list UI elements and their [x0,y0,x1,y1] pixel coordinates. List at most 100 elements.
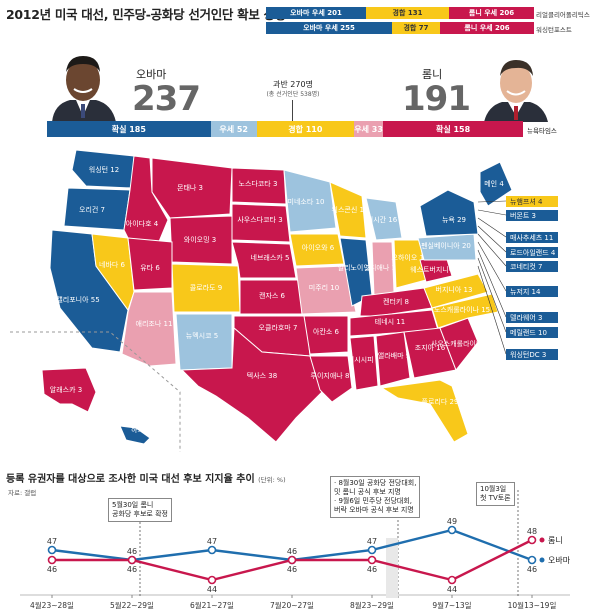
state-label: 몬태나 3 [177,183,203,192]
x-tick-label: 10월13~19일 [508,600,557,610]
data-point [287,555,297,565]
state-shape [419,189,479,237]
data-label: 46 [47,565,57,574]
state-label: 네브래스카 5 [251,253,290,262]
state-label: 네바다 6 [99,260,126,269]
leader-line [477,241,507,292]
state-label: 루이지애나 8 [311,371,350,380]
line-chart-unit: (단위: %) [258,476,286,484]
state-shape [295,265,357,315]
side-label-text: 매사추세츠 11 [510,233,553,242]
state-shape [431,293,499,329]
state-shape [365,197,403,241]
side-label-box [506,286,558,297]
state-shape [423,273,489,309]
side-label-text: 버몬트 3 [510,211,536,220]
legend-source-rcp: 리얼클리어폴리틱스 [536,11,590,19]
side-label-box [506,261,558,272]
state-label: 조지아 16 [415,343,446,352]
side-label-text: 메릴랜드 10 [510,328,547,337]
x-tick-label: 7월20~27일 [270,600,314,610]
us-electoral-map: 워싱턴 12 오리건 7 캘리포니아 55 네바다 6 아이다호 4 몬태나 3 와이오밍 … [10,149,558,452]
side-label-box [506,312,558,323]
data-label: 47 [207,537,217,546]
legend-source-wp: 워싱턴포스트 [536,26,572,34]
state-label: 플로리다 29 [422,397,459,406]
data-point [447,525,457,535]
state-label: 사우스캐롤라이나 9 [431,339,489,348]
annotation-line: 10월3일 [480,485,507,493]
data-label: 46 [127,565,137,574]
state-shape [127,237,173,291]
x-tick-label: 5월22~29일 [110,600,154,610]
state-label: 아이오와 6 [302,243,335,252]
state-shape [349,335,379,391]
state-label: 아칸소 6 [313,327,340,336]
majority-note: 과반 270명 (총 선거인단 538명) [258,80,328,100]
majority-label: 과반 270명 [273,80,313,89]
poll-line-chart: 4월23~28일 5월22~29일 6월21~27일 7월20~27일 8월23~29일… [20,488,571,610]
side-label-text: 뉴햄프셔 4 [510,197,543,206]
state-shape [309,355,353,403]
data-label: 48 [527,527,537,536]
state-shape [380,379,469,443]
data-point [47,545,57,555]
state-label: 미시시피 6 [348,355,381,364]
leader-line [477,249,507,318]
annotation-first-debate: 10월3일 첫 TV토론 [476,482,515,506]
obama-portrait [44,44,122,122]
state-label: 인디애나 11 [364,263,401,272]
state-label: 펜실베이니아 20 [421,241,471,250]
electoral-bar-segment: 우세 33 [353,121,384,137]
state-label: 미시간 16 [367,215,398,224]
data-label: 47 [47,537,57,546]
series-legend-dot [539,537,545,543]
data-label: 44 [447,585,457,594]
series-name-label: 롬니 [548,535,563,545]
side-label-box [506,327,558,338]
state-label: 텍사스 38 [247,371,277,380]
romney-name: 롬니 [422,68,443,81]
line-chart-source: 자료: 갤럽 [8,489,37,497]
majority-subnote: (총 선거인단 538명) [266,91,320,98]
state-shape [289,233,345,267]
x-tick-label: 8월23~29일 [350,600,394,610]
state-label: 노스캐롤라이나 15 [434,305,490,314]
state-shape [479,161,513,207]
data-label: 46 [287,565,297,574]
state-label: 알래스카 3 [50,385,82,394]
annotation-line: · 9월6일 민주당 전당대회, [334,497,412,505]
x-tick-label: 6월21~27일 [190,600,234,610]
legend-seg: 경합 131 [366,7,449,19]
romney-electoral-count: 191 [402,79,471,119]
state-label: 유타 6 [140,263,160,272]
side-label-text: 델라웨어 3 [510,313,542,322]
legend-seg: 오바마 우세 201 [266,7,366,19]
side-label-text: 워싱턴DC 3 [510,350,546,359]
leader-line [477,217,507,238]
series-name-label: 오바마 [548,555,571,565]
x-tick-label: 9월7~13일 [432,600,471,610]
state-label: 미네소타 10 [288,197,325,206]
state-label: 오클라호마 7 [259,323,298,332]
line-chart-title: 등록 유권자를 대상으로 조사한 미국 대선 후보 지지율 추이 (단위: %) [6,470,286,485]
line-chart-title-text: 등록 유권자를 대상으로 조사한 미국 대선 후보 지지율 추이 [6,474,255,485]
side-label-box [506,232,558,243]
data-label: 46 [527,565,537,574]
legend-seg: 롬니 우세 206 [440,22,534,34]
state-label: 일리노이 20 [338,263,375,272]
data-point [367,555,377,565]
annotation-line: 밋 롬니 공식 후보 지명 [334,488,401,496]
state-label: 캔자스 6 [259,291,286,300]
legend-seg: 롬니 우세 206 [449,7,534,19]
state-shape [303,315,349,355]
electoral-vote-bar: 확실 185 우세 52 경합 110 우세 33 확실 158 [47,121,523,137]
state-label: 켄터키 8 [383,297,409,306]
side-label-box [506,196,558,207]
electoral-bar-segment: 우세 52 [210,121,257,137]
state-shape [231,203,291,243]
side-label-text: 로드아일랜드 4 [510,248,556,257]
data-point [527,535,537,545]
state-shape [175,313,233,371]
infographic-title: 2012년 미국 대선, 민주당-공화당 선거인단 확보 상황 [6,7,287,22]
